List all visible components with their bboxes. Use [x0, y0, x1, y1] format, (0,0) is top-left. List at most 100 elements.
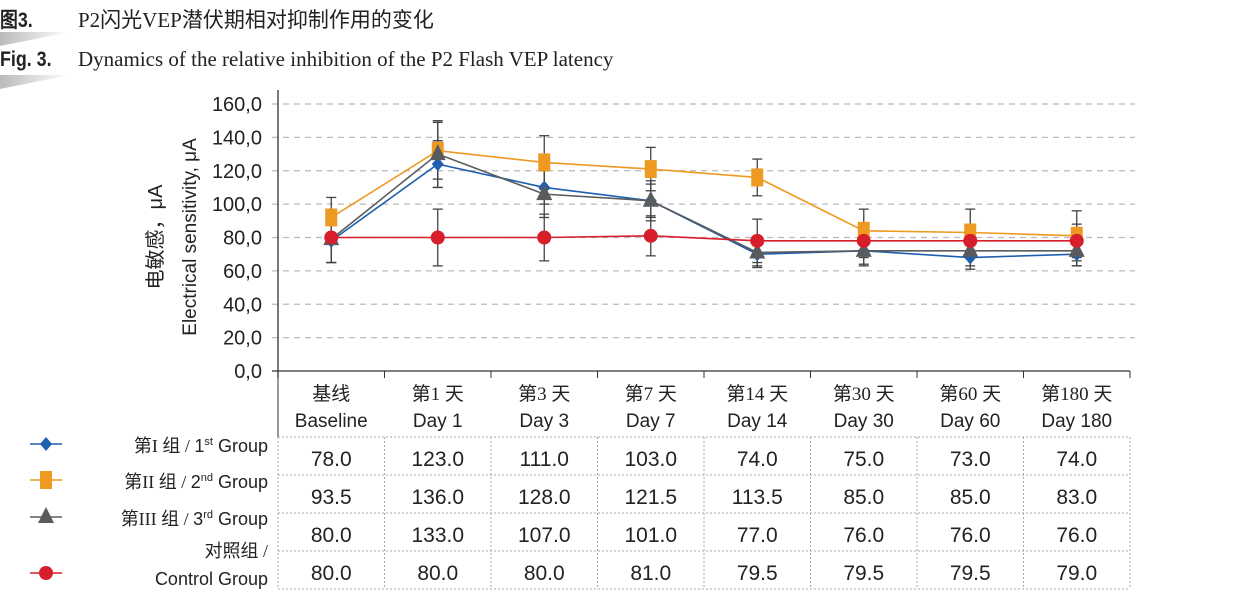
data-point-circle [430, 230, 445, 245]
x-tick-label-cn: 第1 天 [412, 383, 464, 405]
table-cell: 93.5 [311, 486, 352, 509]
table-cell: 79.5 [843, 562, 884, 585]
legend-marker-square [40, 471, 52, 489]
series-line [330, 149, 1077, 237]
data-point-triangle [1068, 240, 1085, 257]
x-tick-label-cn: 第14 天 [726, 383, 788, 405]
data-point-circle [963, 233, 978, 248]
caption-en-title: Dynamics of the relative inhibition of t… [78, 47, 614, 71]
table-cell: 77.0 [737, 524, 778, 547]
y-tick-label: 160,0 [212, 94, 262, 116]
legend-label-en: Control Group [154, 569, 268, 589]
y-tick-label: 120,0 [212, 161, 262, 183]
caption-cn-label: 图3. [0, 9, 33, 32]
data-point-square [751, 168, 764, 187]
legend-label-cn: 第I 组 / [133, 436, 195, 456]
x-tick-label-cn: 第3 天 [518, 383, 570, 405]
data-point-circle [643, 228, 658, 243]
data-point-triangle [536, 184, 553, 201]
table-cell: 76.0 [843, 524, 884, 547]
data-point-triangle [642, 190, 659, 207]
legend-marker-triangle [38, 507, 54, 523]
data-point-circle [324, 230, 339, 245]
table-cell: 76.0 [1056, 524, 1097, 547]
y-axis-label-cn: 电敏感，μA [144, 184, 167, 290]
table-cell: 73.0 [950, 448, 991, 471]
x-tick-label-cn: 第60 天 [939, 383, 1001, 405]
table-cell: 78.0 [311, 448, 352, 471]
legend-label-cn: 对照组 / [204, 541, 268, 561]
x-tick-label-en: Day 1 [413, 411, 463, 432]
data-point-square [538, 153, 551, 172]
legend-label: 第III 组 / 3rd Group [121, 505, 268, 531]
table-cell: 79.5 [950, 562, 991, 585]
x-tick-label-cn: 第180 天 [1041, 383, 1112, 405]
caption-en: Fig. 3. Dynamics of the relative inhibiti… [0, 47, 613, 72]
y-axis-label-en: Electrical sensitivity, μA [180, 138, 201, 336]
legend-label-num: 1 [194, 436, 205, 456]
legend-label-en: Group [212, 472, 268, 492]
table-cell: 113.5 [732, 486, 783, 509]
table-cell: 121.5 [624, 486, 677, 509]
table-cell: 128.0 [518, 486, 571, 509]
y-tick-label: 80,0 [223, 228, 262, 250]
y-tick-label: 40,0 [223, 294, 262, 316]
table-cell: 76.0 [950, 524, 991, 547]
data-point-circle [537, 230, 552, 245]
data-point-triangle [855, 240, 872, 257]
legend-label-num: 2 [190, 472, 201, 492]
table-cell: 111.0 [520, 448, 569, 471]
data-point-circle [856, 233, 871, 248]
legend-label-sup: nd [200, 472, 213, 484]
data-point-square [644, 160, 657, 179]
table-cell: 123.0 [411, 448, 464, 471]
table-cell: 80.0 [311, 524, 352, 547]
x-tick-label-en: Day 7 [626, 411, 676, 432]
caption-cn-title: P2闪光VEP潜伏期相对抑制作用的变化 [78, 8, 434, 32]
table-cell: 83.0 [1056, 486, 1097, 509]
table-cell: 74.0 [1056, 448, 1097, 471]
x-tick-label-en: Day 30 [834, 411, 894, 432]
y-tick-label: 0,0 [234, 361, 262, 383]
legend-marker-circle [39, 566, 53, 580]
legend-marker-diamond [40, 437, 52, 451]
legend-label: 第II 组 / 2nd Group [124, 468, 268, 494]
table-cell: 74.0 [737, 448, 778, 471]
data-point-triangle [962, 240, 979, 257]
x-tick-label-en: Day 180 [1041, 411, 1112, 432]
legend-label: 第I 组 / 1st Group [134, 432, 268, 458]
legend-label-sup: st [204, 436, 213, 448]
legend-label-cn: 第II 组 / [124, 472, 191, 492]
x-tick-label-cn: 第30 天 [833, 383, 895, 405]
table-cell: 80.0 [311, 562, 352, 585]
legend-label: 对照组 / Control Group [155, 537, 268, 593]
table-cell: 85.0 [843, 486, 884, 509]
y-tick-label: 60,0 [223, 261, 262, 283]
data-point-triangle [749, 242, 766, 259]
legend-label-sup: rd [203, 509, 213, 521]
table-cell: 75.0 [843, 448, 884, 471]
table-cell: 103.0 [624, 448, 677, 471]
x-tick-label-en: Day 3 [519, 411, 569, 432]
table-cell: 80.0 [524, 562, 565, 585]
legend-label-cn: 第III 组 / [120, 509, 194, 529]
table-cell: 133.0 [411, 524, 464, 547]
table-cell: 81.0 [630, 562, 671, 585]
x-tick-label-en: Day 14 [727, 411, 788, 432]
y-tick-label: 140,0 [212, 127, 262, 149]
table-cell: 101.0 [624, 524, 677, 547]
legend-label-en: Group [212, 436, 268, 456]
data-point-circle [1069, 233, 1084, 248]
data-point-diamond [431, 157, 444, 172]
x-tick-label-en: Baseline [295, 411, 368, 432]
legend-label-en: Group [212, 509, 268, 529]
table-cell: 79.0 [1056, 562, 1097, 585]
table-cell: 79.5 [737, 562, 778, 585]
x-tick-label-cn: 第7 天 [625, 383, 677, 405]
y-tick-label: 100,0 [212, 194, 262, 216]
caption-cn: 图3. P2闪光VEP潜伏期相对抑制作用的变化 [0, 4, 434, 34]
table-cell: 85.0 [950, 486, 991, 509]
series-line [331, 235, 1077, 242]
y-tick-label: 20,0 [223, 328, 262, 350]
caption-en-label: Fig. 3. [0, 48, 52, 71]
